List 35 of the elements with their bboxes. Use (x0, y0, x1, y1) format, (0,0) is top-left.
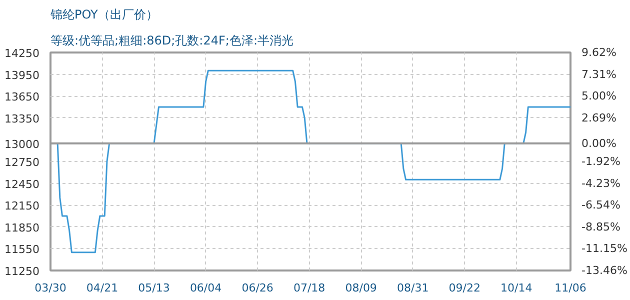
chart-title: 锦纶POY（出厂价） (50, 8, 158, 22)
y2-tick-label: -11.15% (582, 242, 628, 256)
x-tick-label: 08/31 (397, 282, 429, 294)
y2-tick-label: -1.92% (582, 155, 620, 168)
y2-tick-label: 7.31% (582, 68, 616, 81)
y-tick-label: 11250 (4, 265, 40, 278)
y2-tick-label: 5.00% (582, 90, 616, 103)
y-tick-label: 14250 (4, 47, 40, 60)
y2-tick-label: 2.69% (582, 111, 616, 124)
y2-tick-label: -6.54% (582, 198, 620, 212)
y2-tick-label: -4.23% (582, 176, 620, 190)
y-tick-label: 12750 (4, 156, 40, 169)
y2-tick-label: 0.00% (582, 136, 616, 150)
y2-tick-label: 9.62% (582, 46, 616, 59)
x-tick-label: 09/22 (448, 282, 480, 294)
x-tick-label: 06/04 (190, 282, 222, 294)
x-tick-label: 11/06 (554, 282, 586, 294)
y2-tick-label: -8.85% (582, 220, 620, 234)
y-tick-label: 11850 (4, 221, 40, 234)
x-tick-label: 05/13 (138, 282, 170, 294)
x-tick-label: 07/18 (293, 282, 326, 294)
y-tick-label: 13950 (4, 68, 40, 82)
y-tick-label: 13000 (4, 138, 40, 151)
y-tick-label: 11550 (4, 243, 40, 256)
y-tick-label: 13350 (4, 112, 40, 126)
x-tick-label: 03/30 (34, 282, 66, 294)
x-tick-label: 10/14 (500, 282, 532, 294)
y2-tick-label: -13.46% (582, 264, 628, 277)
y-tick-label: 12150 (4, 200, 40, 213)
y-tick-label: 13650 (4, 90, 40, 104)
y-tick-label: 12450 (4, 178, 40, 191)
chart-subtitle: 等级:优等品;粗细:86D;孔数:24F;色泽:半消光 (50, 34, 294, 48)
x-tick-label: 06/26 (242, 282, 274, 294)
x-tick-label: 08/09 (345, 282, 377, 294)
x-tick-label: 04/21 (86, 282, 118, 294)
